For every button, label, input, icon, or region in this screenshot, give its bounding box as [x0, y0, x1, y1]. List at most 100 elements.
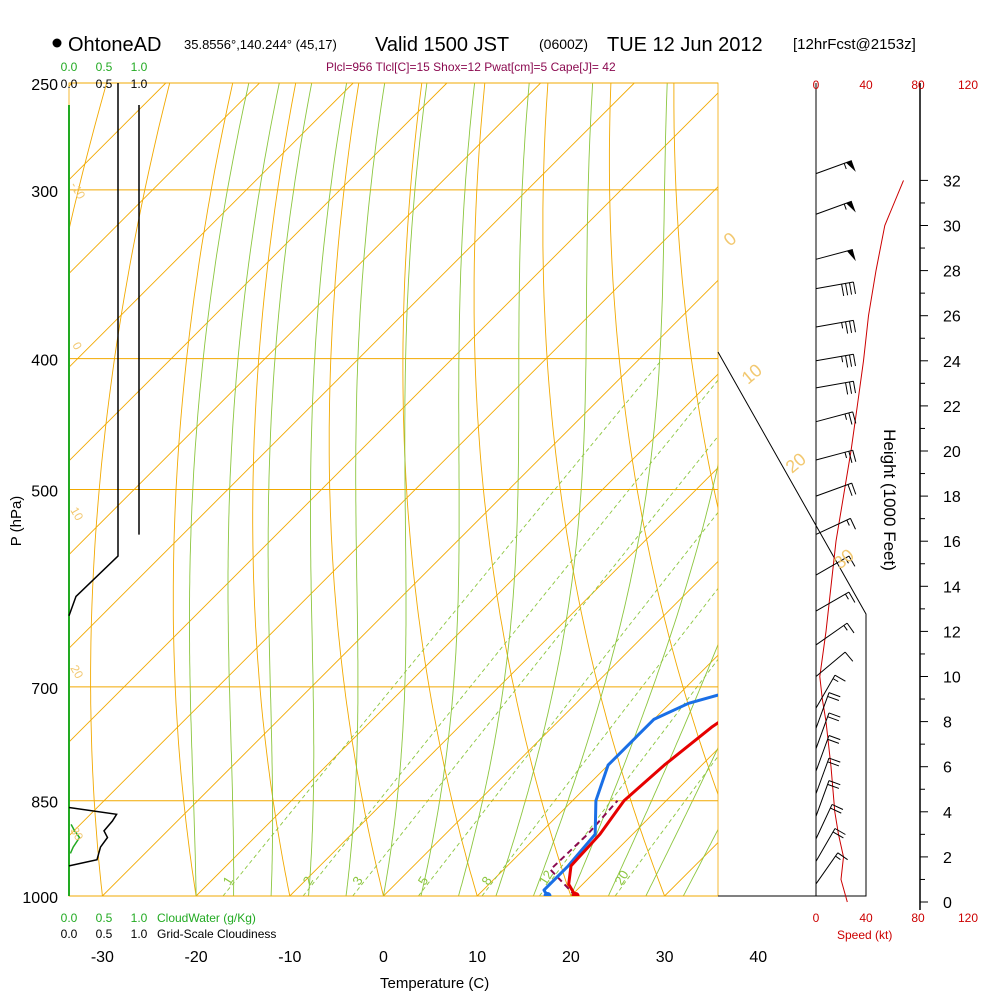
wind-barb-feather: [848, 412, 853, 425]
wind-barb-icon: [815, 651, 854, 677]
pressure-tick-label: 400: [31, 353, 58, 370]
cloudiness-scale-top: 0.5: [96, 77, 113, 91]
isotherm-label: -10: [67, 180, 88, 202]
y-axis-title: P (hPa): [8, 496, 25, 547]
moist-adiabat-line: [607, 643, 718, 896]
height-tick-label: 32: [943, 173, 961, 190]
wind-scale-top: 120: [958, 78, 978, 92]
wind-barb-feather: [834, 828, 846, 835]
wind-barb-staff: [815, 517, 851, 535]
height-tick-label: 30: [943, 219, 961, 236]
wind-barb-staff: [815, 780, 830, 817]
wind-barb-half-feather: [843, 203, 847, 210]
wind-barb-staff: [815, 160, 852, 175]
wind-barb-icon: [815, 555, 856, 576]
wind-barb-feather: [845, 355, 849, 368]
wind-speed-label: Speed (kt): [837, 928, 892, 942]
height-tick-label: 26: [943, 309, 961, 326]
wind-scale-top: 40: [859, 78, 873, 92]
wind-barb-half-feather: [835, 855, 841, 860]
x-axis-title: Temperature (C): [380, 975, 489, 992]
wind-barb-feather: [847, 484, 853, 496]
wind-barb-staff: [815, 482, 852, 497]
wind-barb-feather: [851, 482, 857, 495]
wind-barb-feather: [848, 320, 853, 333]
station-coords: 35.8556°,140.244° (45,17): [184, 37, 337, 52]
pressure-tick-label: 300: [31, 184, 58, 201]
wind-barb-half-feather: [843, 163, 847, 170]
height-tick-label: 10: [943, 670, 961, 687]
temperature-tick-label: -30: [91, 949, 114, 966]
utc-time: (0600Z): [539, 36, 588, 52]
wind-barb-staff: [815, 804, 833, 840]
surface-temp-point: [571, 892, 580, 896]
moist-adiabat-line: [420, 83, 476, 896]
wind-barb-feather: [827, 716, 840, 722]
temperature-tick-label: 30: [656, 949, 674, 966]
cloud-water-scale-bottom: 1.0: [131, 911, 148, 925]
wind-barb-staff: [815, 353, 854, 362]
wind-barb-staff: [815, 591, 850, 612]
wind-barb-icon: [815, 160, 856, 175]
mixing-ratio-label: 8: [478, 874, 495, 888]
temperature-tick-label: 40: [749, 949, 767, 966]
wind-barb-feather: [827, 783, 840, 789]
wind-barb-icon: [815, 517, 856, 535]
wind-barb-feather: [848, 282, 853, 295]
moist-adiabat-line: [383, 83, 428, 896]
wind-barb-feather: [834, 674, 846, 682]
pressure-tick-label: 250: [31, 77, 58, 94]
wind-barb-half-feather: [845, 593, 849, 600]
height-tick-label: 12: [943, 624, 961, 641]
moist-adiabat-line: [495, 83, 594, 896]
wind-barb-staff: [815, 319, 854, 328]
height-tick-label: 6: [943, 760, 952, 777]
wind-barb-icon: [815, 780, 841, 817]
isotherm-label: 0: [69, 340, 85, 353]
cloudiness-scale-bottom: 1.0: [131, 927, 148, 941]
sounding-profiles: [542, 693, 718, 896]
height-tick-label: 28: [943, 264, 961, 281]
wind-barb-staff: [815, 281, 854, 290]
wind-barb-icon: [815, 200, 856, 215]
wind-barb-feather: [852, 354, 856, 367]
mixing-ratio-line: [481, 587, 718, 896]
isotherm-label: 10: [67, 505, 86, 524]
station-name: OhtoneAD: [68, 34, 161, 56]
wind-barb-staff: [815, 852, 839, 885]
wind-barb-staff: [815, 200, 852, 215]
cloud-water-scale-bottom: 0.5: [96, 911, 113, 925]
valid-date: TUE 12 Jun 2012: [607, 34, 763, 56]
wind-barb-feather: [849, 518, 856, 530]
wind-barb-icon: [815, 319, 856, 334]
wind-scale-bottom: 80: [911, 911, 925, 925]
wind-barb-feather: [848, 354, 853, 367]
cloudiness-lower-line: [68, 806, 118, 867]
wind-barb-feather: [827, 695, 840, 701]
wind-barb-icon: [815, 712, 841, 749]
wind-barb-icon: [815, 482, 857, 497]
pressure-tick-label: 700: [31, 681, 58, 698]
wind-barb-feather: [845, 283, 849, 296]
wind-barb-feather: [832, 831, 844, 839]
wind-scale-top: 0: [813, 78, 820, 92]
height-tick-label: 8: [943, 715, 952, 732]
pressure-tick-label: 850: [31, 795, 58, 812]
cloud-water-scale-top: 0.0: [61, 60, 78, 74]
wind-barb-half-feather: [832, 678, 839, 683]
isotherm-label: 30: [830, 545, 858, 573]
wind-barb-staff: [815, 828, 836, 862]
wind-barb-icon: [815, 803, 844, 840]
dry-adiabat-line: [90, 83, 171, 896]
cloudiness-upper-line: [68, 83, 119, 616]
wind-barb-staff: [815, 712, 830, 749]
side-panels: [68, 83, 140, 896]
wind-barb-icon: [815, 411, 857, 425]
temperature-tick-label: 0: [379, 949, 388, 966]
dry-adiabat-line: [172, 83, 234, 896]
wind-barb-half-feather: [844, 452, 848, 459]
wind-barb-feather: [828, 780, 841, 786]
temperature-tick-label: -10: [278, 949, 301, 966]
height-axis-title: Height (1000 Feet): [880, 429, 899, 571]
moist-adiabat-line: [532, 83, 668, 896]
